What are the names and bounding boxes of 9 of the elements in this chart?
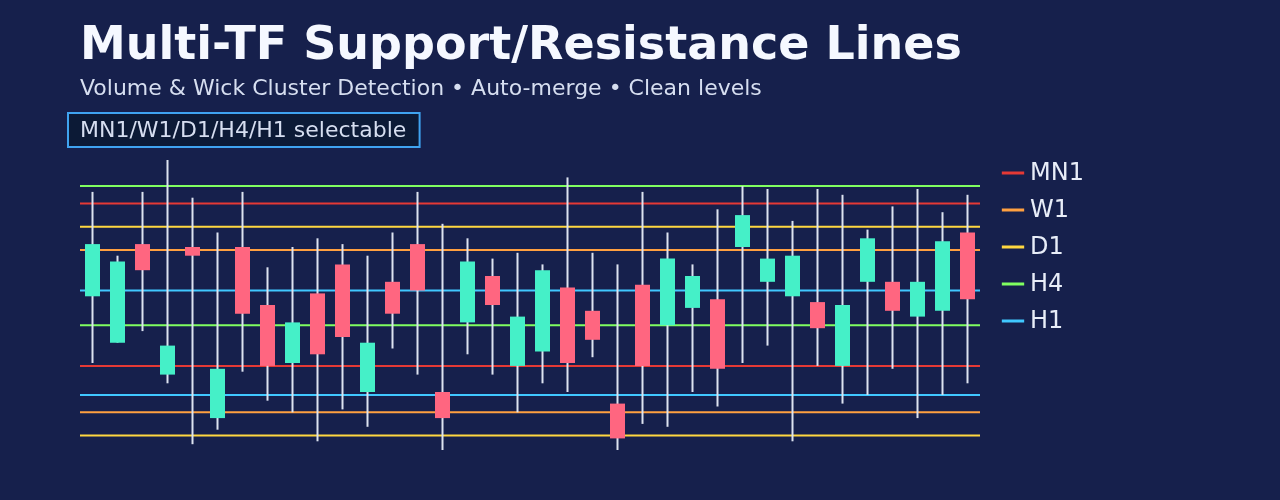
chart-subtitle: Volume & Wick Cluster Detection • Auto-merge • Clean levels xyxy=(80,75,762,100)
legend-label: W1 xyxy=(1030,195,1069,223)
text: MN1/W1/D1/H4/H1 selectable xyxy=(80,117,407,142)
chart-title: Multi-TF Support/Resistance Lines xyxy=(80,16,962,70)
legend-label: MN1 xyxy=(1030,158,1084,186)
legend-label: H1 xyxy=(1030,306,1064,334)
ref-line-label: D1 xyxy=(1030,232,1064,260)
legend-label: H4 xyxy=(1030,269,1064,297)
candlestick xyxy=(185,197,200,445)
